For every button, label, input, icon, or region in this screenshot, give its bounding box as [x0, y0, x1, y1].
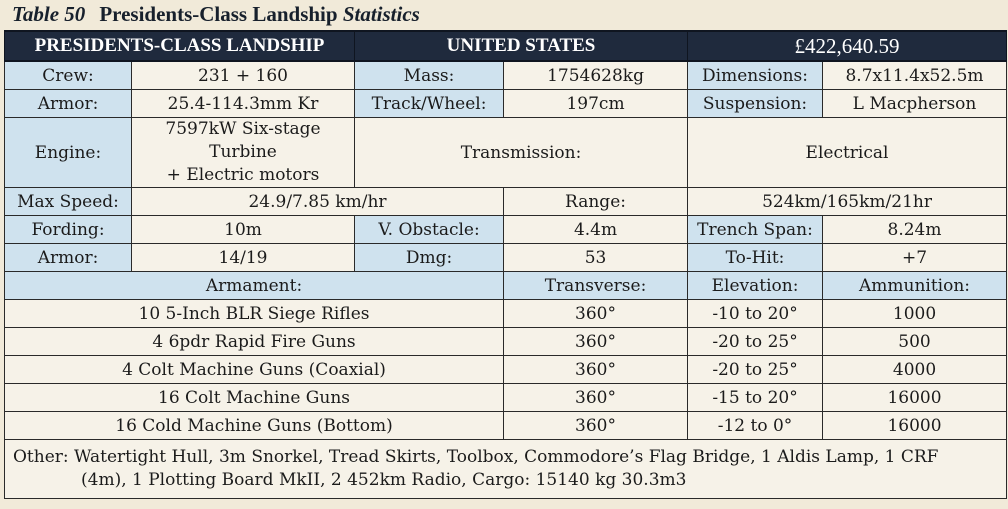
fording-label: Fording:: [4, 215, 132, 244]
weapon-name: 4 6pdr Rapid Fire Guns: [3, 327, 505, 356]
stats-table: PRESIDENTS-CLASS LANDSHIP UNITED STATES …: [3, 30, 1008, 499]
other-row: Other: Watertight Hull, 3m Snorkel, Trea…: [3, 439, 1008, 499]
weapon-transverse: 360°: [503, 299, 689, 328]
table-row: 16 Colt Machine Guns 360° -15 to 20° 160…: [3, 383, 1008, 412]
range-value: 524km/165km/21hr: [687, 187, 1008, 216]
tohit-value: +7: [822, 243, 1008, 272]
weapon-ammunition: 16000: [822, 383, 1008, 412]
table-row: 4 6pdr Rapid Fire Guns 360° -20 to 25° 5…: [3, 327, 1008, 356]
vehicle-name: PRESIDENTS-CLASS LANDSHIP: [3, 30, 356, 62]
price: £422,640.59: [687, 30, 1008, 62]
weapon-transverse: 360°: [503, 383, 689, 412]
table-number: Table 50: [12, 2, 86, 26]
weapon-ammunition: 4000: [822, 355, 1008, 384]
other-line-2: (4m), 1 Plotting Board MkII, 2 452km Rad…: [81, 470, 687, 490]
weapon-ammunition: 500: [822, 327, 1008, 356]
track-label: Track/Wheel:: [354, 89, 505, 118]
track-value: 197cm: [503, 89, 689, 118]
crew-label: Crew:: [4, 60, 132, 90]
table-name: Presidents-Class Landship: [99, 2, 338, 26]
other-cell: Other: Watertight Hull, 3m Snorkel, Trea…: [3, 439, 1008, 499]
armament-header: Armament:: [3, 271, 505, 300]
trench-label: Trench Span:: [687, 215, 824, 244]
armor-label: Armor:: [4, 89, 132, 118]
vobstacle-value: 4.4m: [503, 215, 689, 244]
fording-value: 10m: [130, 215, 356, 244]
weapon-elevation: -20 to 25°: [687, 327, 824, 356]
weapon-name: 4 Colt Machine Guns (Coaxial): [3, 355, 505, 384]
mass-label: Mass:: [354, 60, 505, 90]
table-title-suffix: Statistics: [342, 2, 420, 26]
engine-line-1: 7597kW Six-stage Turbine: [165, 119, 321, 162]
weapon-elevation: -20 to 25°: [687, 355, 824, 384]
weapon-elevation: -15 to 20°: [687, 383, 824, 412]
dmg-value: 53: [503, 243, 689, 272]
suspension-label: Suspension:: [687, 89, 824, 118]
maxspeed-label: Max Speed:: [4, 187, 132, 216]
stats-row-armor: Armor: 25.4-114.3mm Kr Track/Wheel: 197c…: [4, 89, 1008, 118]
engine-value: 7597kW Six-stage Turbine + Electric moto…: [130, 117, 356, 188]
crew-value: 231 + 160: [130, 60, 356, 90]
table-row: 10 5-Inch BLR Siege Rifles 360° -10 to 2…: [3, 299, 1008, 328]
other-line-1: Other: Watertight Hull, 3m Snorkel, Trea…: [13, 447, 939, 467]
engine-label: Engine:: [4, 117, 132, 188]
trench-value: 8.24m: [822, 215, 1008, 244]
weapon-name: 10 5-Inch BLR Siege Rifles: [3, 299, 505, 328]
maxspeed-value: 24.9/7.85 km/hr: [130, 187, 505, 216]
elevation-header: Elevation:: [687, 271, 824, 300]
armament-header-row: Armament: Transverse: Elevation: Ammunit…: [3, 271, 1008, 300]
transmission-label: Transmission:: [354, 117, 689, 188]
weapon-transverse: 360°: [503, 327, 689, 356]
nation: UNITED STATES: [354, 30, 689, 62]
armor2-value: 14/19: [130, 243, 356, 272]
armor-value: 25.4-114.3mm Kr: [130, 89, 356, 118]
engine-line-2: + Electric motors: [166, 165, 320, 185]
tohit-label: To-Hit:: [687, 243, 824, 272]
suspension-value: L Macpherson: [822, 89, 1008, 118]
dimensions-label: Dimensions:: [687, 60, 824, 90]
ammunition-header: Ammunition:: [822, 271, 1008, 300]
transverse-header: Transverse:: [503, 271, 689, 300]
stats-row-speed: Max Speed: 24.9/7.85 km/hr Range: 524km/…: [4, 187, 1008, 216]
dmg-label: Dmg:: [354, 243, 505, 272]
stats-row-combat: Armor: 14/19 Dmg: 53 To-Hit: +7: [4, 243, 1008, 272]
weapon-ammunition: 1000: [822, 299, 1008, 328]
stats-row-crew: Crew: 231 + 160 Mass: 1754628kg Dimensio…: [4, 60, 1008, 90]
range-label: Range:: [503, 187, 689, 216]
header-row: PRESIDENTS-CLASS LANDSHIP UNITED STATES …: [3, 30, 1008, 62]
weapon-transverse: 360°: [503, 411, 689, 440]
weapon-ammunition: 16000: [822, 411, 1008, 440]
transmission-value: Electrical: [687, 117, 1008, 188]
weapon-elevation: -12 to 0°: [687, 411, 824, 440]
dimensions-value: 8.7x11.4x52.5m: [822, 60, 1008, 90]
mass-value: 1754628kg: [503, 60, 689, 90]
armor2-label: Armor:: [4, 243, 132, 272]
table-row: 4 Colt Machine Guns (Coaxial) 360° -20 t…: [3, 355, 1008, 384]
table-row: 16 Cold Machine Guns (Bottom) 360° -12 t…: [3, 411, 1008, 440]
vobstacle-label: V. Obstacle:: [354, 215, 505, 244]
weapon-transverse: 360°: [503, 355, 689, 384]
stats-row-engine: Engine: 7597kW Six-stage Turbine + Elect…: [4, 117, 1008, 188]
weapon-name: 16 Colt Machine Guns: [3, 383, 505, 412]
weapon-name: 16 Cold Machine Guns (Bottom): [3, 411, 505, 440]
weapon-elevation: -10 to 20°: [687, 299, 824, 328]
stats-row-fording: Fording: 10m V. Obstacle: 4.4m Trench Sp…: [4, 215, 1008, 244]
table-title: Table 50 Presidents-Class Landship Statis…: [12, 0, 420, 28]
